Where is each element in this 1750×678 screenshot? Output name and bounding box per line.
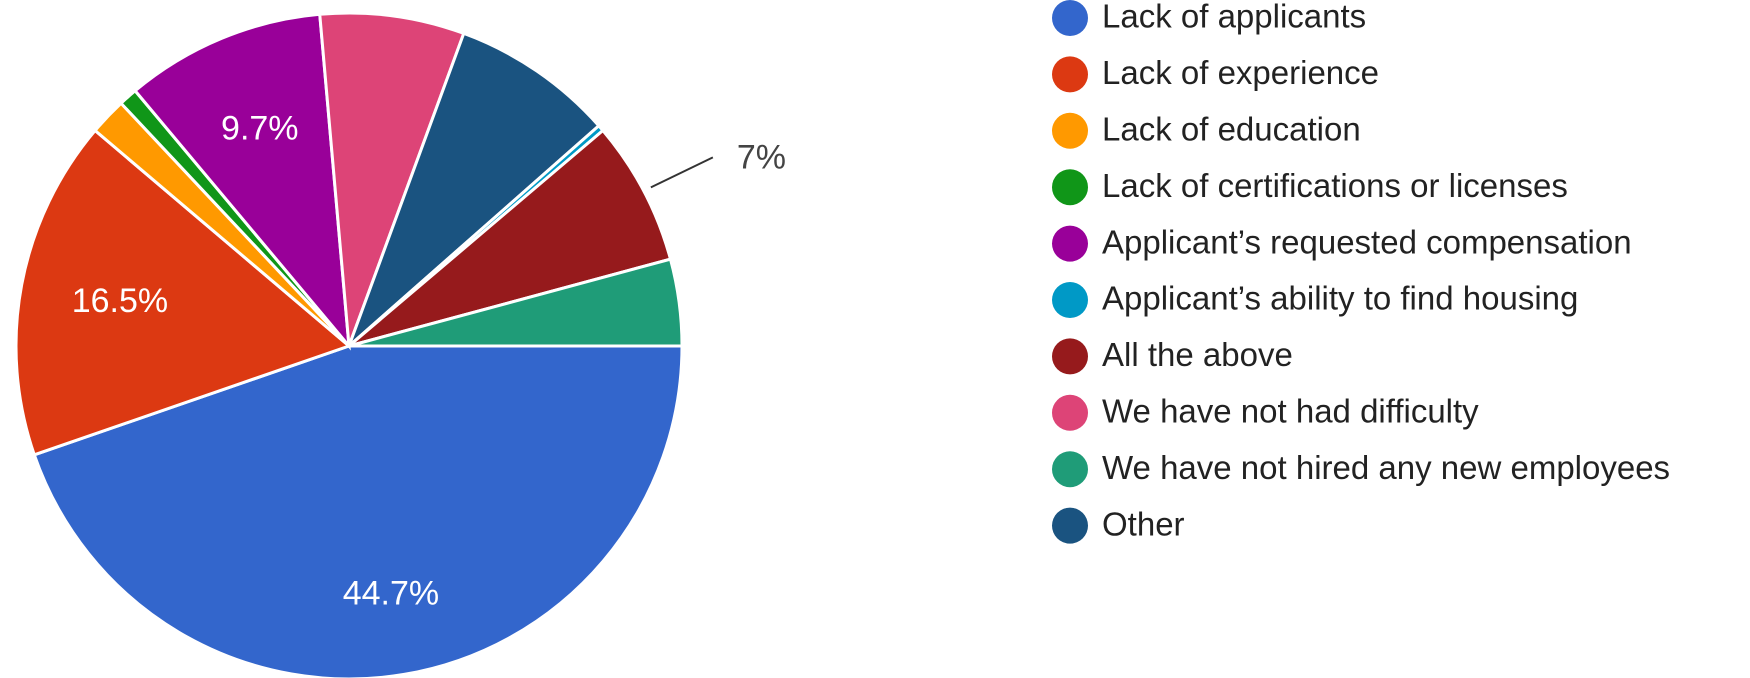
legend-swatch xyxy=(1052,507,1088,544)
legend-label: Lack of experience xyxy=(1102,54,1379,91)
legend-swatch xyxy=(1052,0,1088,36)
pie-slice xyxy=(318,11,466,347)
legend-swatch xyxy=(1052,394,1088,431)
pie-slice xyxy=(133,12,351,351)
pie-slice xyxy=(348,128,673,348)
slice-label: 7% xyxy=(737,138,786,176)
legend-label: Applicant’s requested compensation xyxy=(1102,223,1632,260)
legend-label: Lack of education xyxy=(1102,111,1361,148)
legend-swatch xyxy=(1052,451,1088,488)
slice-label: 16.5% xyxy=(72,282,168,320)
legend-swatch xyxy=(1052,112,1088,149)
legend-label: Lack of certifications or licenses xyxy=(1102,167,1568,204)
legend-swatch xyxy=(1052,225,1088,262)
slice-label: 9.7% xyxy=(221,110,299,148)
legend-label: Applicant’s ability to find housing xyxy=(1102,280,1578,317)
slice-label: 44.7% xyxy=(343,575,439,613)
legend-label: We have not hired any new employees xyxy=(1102,449,1670,486)
legend-label: Lack of applicants xyxy=(1102,0,1366,35)
pie-slice xyxy=(32,344,684,678)
leader-line xyxy=(650,156,714,189)
legend-label: All the above xyxy=(1102,336,1293,373)
legend-label: Other xyxy=(1102,505,1185,542)
pie-slice xyxy=(347,31,601,348)
legend-swatch xyxy=(1052,169,1088,206)
legend-swatch xyxy=(1052,338,1088,375)
pie-slice xyxy=(14,128,352,457)
legend-swatch xyxy=(1052,56,1088,93)
pie-slice xyxy=(348,257,684,348)
legend-swatch xyxy=(1052,282,1088,318)
legend-label: We have not had difficulty xyxy=(1102,393,1479,430)
